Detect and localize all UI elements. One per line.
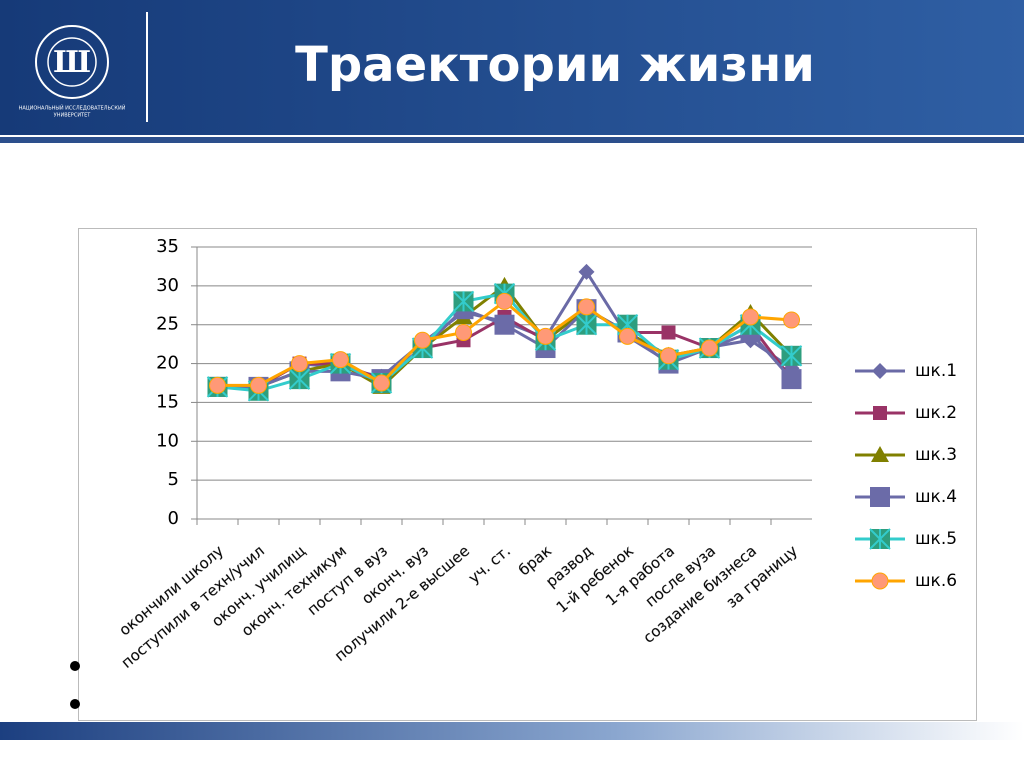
marker xyxy=(780,345,803,367)
y-tick-label: 15 xyxy=(156,391,179,412)
marker xyxy=(209,376,226,394)
legend-label: шк.2 xyxy=(915,403,957,423)
legend-label: шк.3 xyxy=(915,445,957,465)
marker xyxy=(661,325,676,340)
logo-letter: Ш xyxy=(53,45,91,80)
marker xyxy=(250,376,267,394)
legend-marker xyxy=(872,363,888,379)
marker xyxy=(452,290,475,313)
y-tick-label: 20 xyxy=(156,353,179,374)
marker xyxy=(701,339,718,357)
footer-bar xyxy=(0,722,1024,740)
legend-label: шк.1 xyxy=(915,361,957,381)
legend-marker xyxy=(870,487,890,507)
legend-marker xyxy=(871,446,889,462)
marker-cross xyxy=(869,528,891,550)
marker xyxy=(742,308,759,326)
marker xyxy=(783,311,800,329)
chart-frame xyxy=(78,228,977,721)
marker-cross xyxy=(452,290,475,313)
marker-cross xyxy=(288,368,311,390)
marker xyxy=(373,374,390,392)
marker xyxy=(578,298,595,316)
legend-label: шк.5 xyxy=(915,529,957,549)
marker xyxy=(575,314,598,336)
bullet xyxy=(70,661,80,671)
header-line xyxy=(0,137,1024,143)
y-tick-label: 10 xyxy=(156,430,179,451)
legend-marker xyxy=(873,406,887,420)
marker-cross xyxy=(780,345,803,367)
legend-label: шк.4 xyxy=(915,487,957,507)
y-tick-label: 35 xyxy=(156,236,179,257)
marker xyxy=(660,347,677,365)
marker xyxy=(537,327,554,345)
slide-title: Траектории жизни xyxy=(295,37,815,93)
legend-label: шк.6 xyxy=(915,571,957,591)
marker xyxy=(288,368,311,390)
logo-caption: УНИВЕРСИТЕТ xyxy=(54,113,92,119)
y-tick-label: 25 xyxy=(156,314,179,335)
y-tick-label: 5 xyxy=(168,469,179,490)
header-bar xyxy=(0,0,1024,135)
y-tick-label: 30 xyxy=(156,275,179,296)
marker xyxy=(494,314,515,335)
logo-inner xyxy=(47,37,97,87)
marker xyxy=(414,331,431,349)
marker xyxy=(619,327,636,345)
legend-marker xyxy=(869,528,891,550)
logo-ring xyxy=(35,25,109,99)
bullet xyxy=(70,699,80,709)
marker xyxy=(291,355,308,373)
marker xyxy=(455,323,472,341)
legend-marker xyxy=(871,572,889,590)
logo-caption: НАЦИОНАЛЬНЫЙ ИССЛЕДОВАТЕЛЬСКИЙ xyxy=(19,105,126,112)
marker-cross xyxy=(575,314,598,336)
marker xyxy=(496,292,513,310)
marker xyxy=(578,263,595,280)
marker xyxy=(781,369,802,390)
marker xyxy=(332,351,349,369)
y-tick-label: 0 xyxy=(168,508,179,529)
